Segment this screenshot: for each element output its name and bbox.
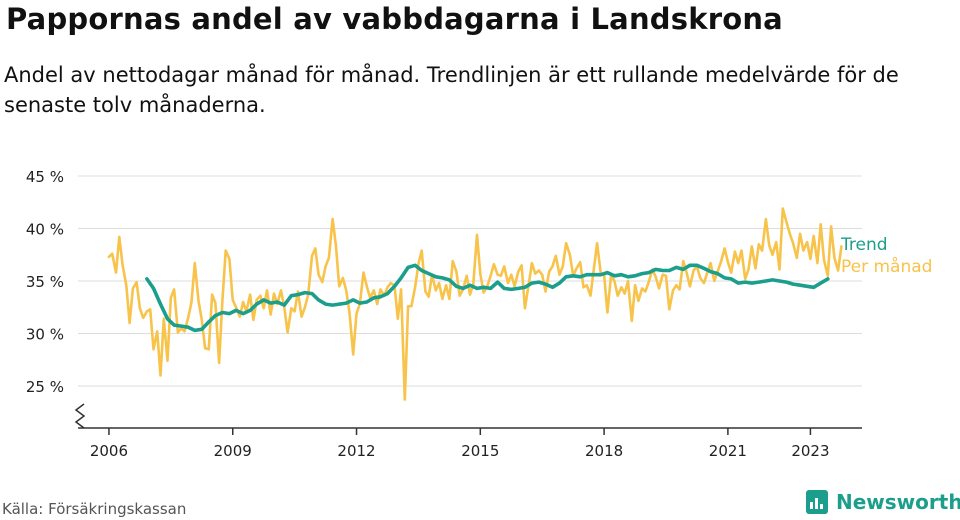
source-note: Källa: Försäkringskassan	[2, 500, 187, 518]
x-tick-label: 2012	[337, 442, 375, 460]
brand-name: Newsworthy	[836, 490, 960, 514]
chart-subtitle: Andel av nettodagar månad för månad. Tre…	[4, 63, 899, 117]
x-tick-label: 2009	[214, 442, 252, 460]
axis-break-icon	[74, 403, 86, 429]
y-tick-label: 25 %	[26, 378, 64, 396]
y-tick-label: 30 %	[26, 326, 64, 344]
series-label: Per månad	[841, 256, 932, 277]
brand-logo: Newsworthy	[806, 490, 960, 514]
bar-chart-icon	[806, 490, 828, 514]
x-tick-label: 2006	[90, 442, 128, 460]
x-tick-label: 2018	[585, 442, 623, 460]
trend-series-line	[145, 263, 830, 333]
series-label: Trend	[840, 235, 888, 255]
x-tick-label: 2023	[791, 442, 829, 460]
chart-title: Pappornas andel av vabbdagarna i Landskr…	[6, 2, 783, 36]
monthly-series-line	[107, 207, 843, 401]
y-tick-label: 40 %	[26, 221, 64, 239]
y-tick-label: 45 %	[26, 168, 64, 186]
y-tick-label: 35 %	[26, 273, 64, 291]
x-tick-label: 2015	[461, 442, 499, 460]
x-tick-label: 2021	[709, 442, 747, 460]
